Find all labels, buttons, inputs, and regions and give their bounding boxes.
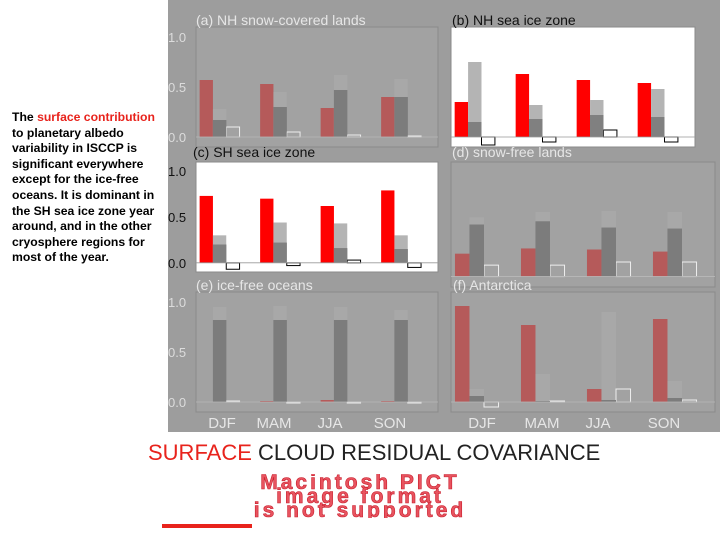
bar-residual-overlay (333, 248, 348, 263)
bar-surface (381, 190, 395, 263)
panel-c: (c) SH sea ice zone 1.0 0.5 0.0 (168, 144, 439, 273)
bar-surface (454, 253, 470, 277)
bar-residual-overlay (394, 320, 408, 402)
caption-post: to planetary albedo variability in ISCCP… (12, 125, 155, 265)
bar-residual-overlay (273, 107, 287, 137)
bar-residual-overlay (667, 398, 682, 402)
panel-title: (c) SH sea ice zone (193, 144, 315, 160)
x-tick-label: SON (648, 415, 681, 432)
bar-surface (320, 400, 334, 402)
bar-surface (260, 84, 274, 137)
x-tick-label: MAM (525, 415, 560, 432)
bar-surface (454, 306, 470, 402)
bar-surface (320, 108, 334, 137)
red-underline (162, 524, 252, 528)
bar-surface (576, 80, 591, 137)
bar-surface (652, 251, 668, 277)
y-tick-label: 1.0 (168, 30, 186, 45)
bar-surface (586, 249, 602, 277)
bar-residual-overlay (212, 320, 227, 402)
pict-unsupported-banner: Macintosh PICT image format is not suppo… (253, 474, 467, 518)
pict-line-3: is not supported (254, 499, 467, 518)
bar-residual-overlay (273, 242, 287, 263)
panel-b: (b) NH sea ice zone (450, 12, 696, 148)
y-tick-label: 0.5 (168, 80, 186, 95)
bar-residual-overlay (469, 396, 484, 402)
bar-residual-overlay (651, 117, 665, 137)
bar-residual-overlay (529, 119, 543, 137)
bar-residual-overlay (667, 228, 682, 277)
x-tick-label: DJF (468, 415, 496, 432)
bar-surface (381, 97, 395, 137)
footer-rest: CLOUD RESIDUAL COVARIANCE (251, 440, 601, 465)
bar-cloud (535, 374, 550, 402)
footer-surface: SURFACE (148, 440, 252, 465)
pict-line-1: Macintosh PICT (260, 474, 460, 494)
panel-title: (e) ice-free oceans (196, 277, 313, 293)
albedo-contribution-figure: (a) NH snow-covered lands 1.0 0.5 0.0 (b) NH… (168, 0, 720, 432)
bar-surface (199, 80, 213, 137)
bar-cloud (667, 381, 682, 402)
x-tick-label: MAM (257, 415, 292, 432)
y-tick-label: 0.5 (168, 210, 186, 225)
x-tick-label: JJA (317, 415, 342, 432)
bar-residual-overlay (535, 221, 550, 277)
pict-line-2: image format (276, 485, 444, 508)
bar-surface (260, 198, 274, 263)
bar-residual-overlay (333, 90, 348, 137)
bar-residual-overlay (469, 224, 484, 277)
bar-surface (520, 325, 536, 402)
bar-residual-overlay (601, 400, 616, 402)
side-caption: The surface contribution to planetary al… (12, 110, 162, 266)
bar-surface (199, 195, 213, 263)
y-tick-label: 0.0 (168, 395, 186, 410)
bar-surface (260, 401, 274, 402)
caption-highlight: surface contribution (37, 110, 155, 124)
panel-e: (e) ice-free oceans 1.0 0.5 0.0 (168, 277, 439, 413)
panel-a: (a) NH snow-covered lands 1.0 0.5 0.0 (168, 12, 439, 148)
bar-residual-overlay (273, 320, 287, 402)
panel-title: (b) NH sea ice zone (452, 12, 576, 28)
bar-residual-overlay (394, 249, 408, 263)
bar-surface (637, 83, 652, 137)
y-tick-label: 1.0 (168, 164, 186, 179)
bar-surface (320, 206, 334, 263)
panel-f: (f) Antarctica (450, 277, 716, 413)
bar-cloud (468, 62, 482, 137)
y-tick-label: 0.5 (168, 345, 186, 360)
bar-residual-overlay (601, 227, 616, 277)
y-tick-label: 0.0 (168, 130, 186, 145)
panel-title: (a) NH snow-covered lands (196, 12, 366, 28)
bar-surface (652, 319, 668, 402)
bar-residual-overlay (590, 115, 604, 137)
caption-pre: The (12, 110, 38, 124)
bar-residual-overlay (468, 122, 482, 137)
bar-surface (454, 102, 469, 137)
x-tick-label: DJF (208, 415, 236, 432)
panel-title: (d) snow-free lands (452, 144, 572, 160)
footer-legend-title: SURFACE CLOUD RESIDUAL COVARIANCE (148, 440, 600, 466)
bar-surface (381, 401, 395, 402)
bar-residual-overlay (212, 120, 227, 137)
y-tick-label: 1.0 (168, 295, 186, 310)
y-tick-label: 0.0 (168, 256, 186, 271)
bar-surface (520, 248, 536, 277)
bar-cloud (601, 312, 616, 402)
bar-residual-overlay (212, 244, 227, 263)
x-tick-label: JJA (585, 415, 610, 432)
bar-residual-overlay (535, 401, 550, 402)
panel-d: (d) snow-free lands (450, 144, 716, 288)
bar-surface (586, 389, 602, 402)
bar-residual-overlay (394, 97, 408, 137)
panel-title: (f) Antarctica (453, 277, 532, 293)
x-tick-label: SON (374, 415, 407, 432)
bar-surface (515, 74, 530, 137)
bar-residual-overlay (333, 320, 348, 402)
